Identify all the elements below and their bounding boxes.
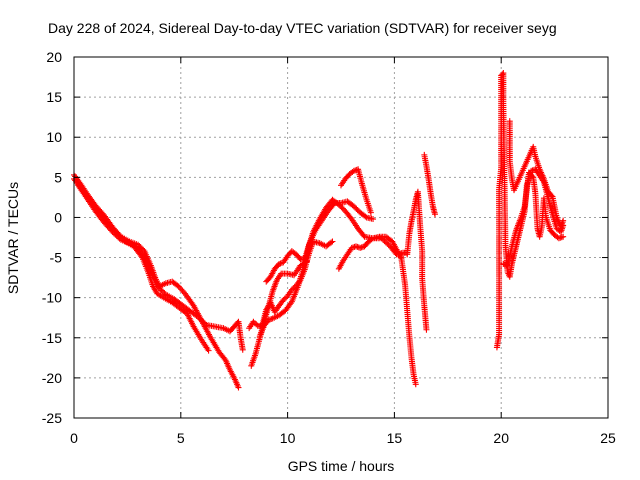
y-tick-label: -15: [42, 330, 62, 346]
data-point: [200, 319, 207, 326]
data-points: [71, 70, 567, 391]
series-trace-f: [256, 196, 411, 340]
y-tick-label: -10: [42, 290, 62, 306]
data-point: [199, 317, 206, 324]
data-point: [110, 230, 117, 237]
data-point: [352, 204, 359, 211]
data-point: [115, 234, 122, 241]
series-trace-i: [338, 166, 374, 216]
data-point: [370, 216, 377, 223]
y-tick-label: 0: [54, 209, 62, 225]
grid: [74, 57, 608, 418]
data-point: [116, 235, 123, 242]
data-point: [158, 287, 165, 294]
data-point: [250, 318, 257, 325]
chart-title: Day 228 of 2024, Sidereal Day-to-day VTE…: [48, 20, 557, 36]
data-point: [339, 205, 346, 212]
data-point: [382, 239, 389, 246]
data-point: [194, 313, 201, 320]
data-point: [281, 295, 288, 302]
y-tick-label: 5: [54, 169, 62, 185]
data-point: [176, 284, 183, 291]
data-point: [548, 192, 555, 199]
data-point: [155, 284, 162, 291]
data-point: [112, 231, 119, 238]
data-point: [280, 297, 287, 304]
data-point: [368, 236, 375, 243]
series-trace-g: [263, 198, 377, 285]
data-point: [431, 211, 438, 218]
x-tick-label: 15: [387, 430, 403, 446]
data-point: [161, 290, 168, 297]
data-point: [239, 346, 246, 353]
y-tick-label: 15: [46, 89, 62, 105]
y-axis-label: SDTVAR / TECUs: [5, 182, 21, 294]
data-point: [197, 316, 204, 323]
series-trace-o: [506, 118, 567, 231]
data-point: [154, 283, 161, 290]
x-axis-label: GPS time / hours: [288, 458, 395, 474]
data-point: [367, 209, 374, 216]
data-point: [178, 286, 185, 293]
series-trace-k: [404, 188, 430, 333]
x-tick-label: 20: [493, 430, 509, 446]
series-trace-n: [500, 169, 567, 269]
data-point: [157, 286, 164, 293]
data-point: [353, 205, 360, 212]
x-tick-label: 10: [280, 430, 296, 446]
data-point: [196, 315, 203, 322]
data-point: [560, 233, 567, 240]
x-tick-label: 25: [600, 430, 616, 446]
data-point: [290, 285, 297, 292]
data-point: [350, 203, 357, 210]
x-tick-labels: 0 5 10 15 20 25: [70, 430, 616, 446]
data-point: [362, 213, 369, 220]
y-tick-label: -20: [42, 370, 62, 386]
data-point: [329, 238, 336, 245]
data-point: [499, 71, 506, 78]
data-point: [251, 320, 258, 327]
data-point: [109, 228, 116, 235]
x-tick-label: 5: [177, 430, 185, 446]
y-tick-label: 20: [46, 49, 62, 65]
data-point: [560, 217, 567, 224]
data-point: [235, 384, 242, 391]
data-point: [108, 227, 115, 234]
data-point: [179, 287, 186, 294]
data-point: [384, 240, 391, 247]
data-point: [113, 232, 120, 239]
x-tick-label: 0: [70, 430, 78, 446]
y-tick-label: -25: [42, 410, 62, 426]
data-point: [175, 283, 182, 290]
data-point: [529, 173, 536, 180]
y-tick-labels: -25 -20 -15 -10 -5 0 5 10 15 20: [42, 49, 62, 426]
y-tick-label: 10: [46, 129, 62, 145]
y-tick-label: -5: [50, 250, 63, 266]
axis-ticks: [73, 56, 609, 419]
data-point: [202, 320, 209, 327]
series-trace-l: [421, 151, 438, 218]
data-point: [354, 207, 361, 214]
data-point: [328, 239, 335, 246]
data-point: [423, 326, 430, 333]
data-point: [160, 288, 166, 295]
plot-frame: [73, 56, 609, 419]
data-point: [330, 201, 337, 208]
data-point: [412, 381, 419, 388]
data-point: [205, 347, 212, 354]
series-trace-c: [75, 182, 246, 353]
series-trace-h: [335, 233, 404, 272]
series-trace-j: [397, 251, 419, 388]
